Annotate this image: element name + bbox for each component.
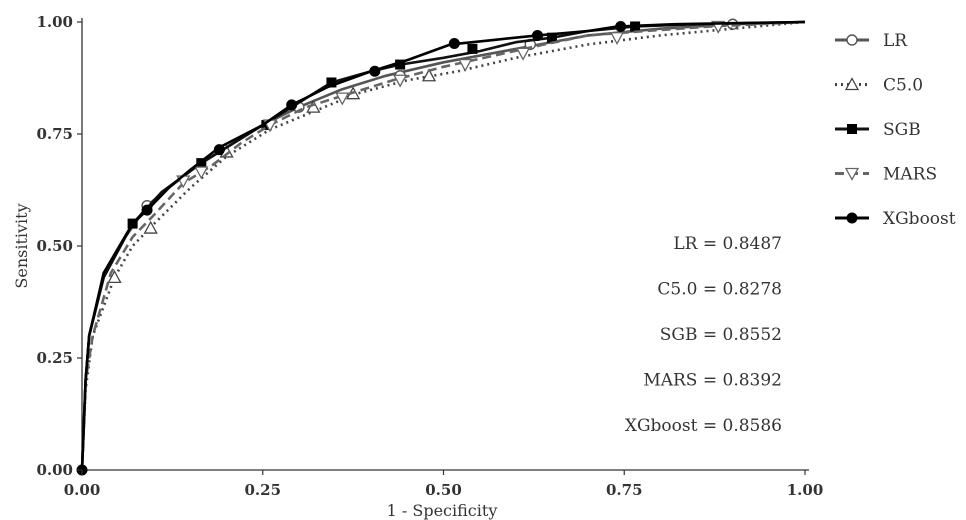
data-point <box>531 29 543 41</box>
data-point <box>467 43 478 54</box>
legend-swatch-marker <box>846 34 858 46</box>
data-point <box>609 32 625 46</box>
legend-item: C5.0 <box>835 76 923 96</box>
data-point <box>515 47 531 61</box>
auc-annotations: LR = 0.8487 C5.0 = 0.8278 SGB = 0.8552 MARS… <box>625 234 782 436</box>
auc-annotation: SGB = 0.8552 <box>660 325 782 345</box>
x-tick-label: 0.75 <box>606 481 643 499</box>
legend: LR C5.0 SGB MARS XGboost <box>835 31 956 229</box>
y-tick-label: 0.00 <box>36 461 73 479</box>
axes <box>81 18 809 471</box>
legend-swatch-marker <box>846 212 858 224</box>
data-point <box>194 166 209 180</box>
data-point <box>326 77 337 88</box>
auc-annotation: C5.0 = 0.8278 <box>657 280 782 300</box>
legend-swatch-marker <box>844 77 860 91</box>
data-point <box>213 144 225 156</box>
legend-label: SGB <box>883 120 921 140</box>
legend-item: LR <box>835 31 908 51</box>
series-layer <box>76 18 806 476</box>
x-axis-title: 1 - Specificity <box>387 501 498 520</box>
y-axis-title: Sensitivity <box>12 203 31 288</box>
auc-annotation: MARS = 0.8392 <box>643 371 782 391</box>
data-point <box>369 65 381 77</box>
legend-item: XGboost <box>835 209 956 229</box>
data-point <box>141 204 153 216</box>
legend-label: LR <box>883 31 908 51</box>
data-point <box>196 158 207 169</box>
legend-item: SGB <box>835 120 921 140</box>
data-point <box>458 58 473 72</box>
x-tick-label: 0.25 <box>244 481 281 499</box>
data-point <box>448 38 460 50</box>
legend-label: MARS <box>883 165 937 185</box>
ticks-layer: 0.00 0.25 0.50 0.75 1.00 0.00 0.25 0.50 0.75 1.00 <box>36 13 823 499</box>
data-point <box>107 270 122 284</box>
y-tick-label: 1.00 <box>36 13 73 31</box>
auc-annotation: XGboost = 0.8586 <box>625 416 782 436</box>
x-tick-label: 1.00 <box>787 481 824 499</box>
y-tick-label: 0.75 <box>36 125 73 143</box>
series-line <box>80 20 806 471</box>
data-point <box>546 32 557 43</box>
data-point <box>395 59 406 70</box>
auc-annotation: LR = 0.8487 <box>673 234 782 254</box>
series-xgboost <box>76 20 806 476</box>
x-tick-label: 0.50 <box>425 481 462 499</box>
x-tick-label: 0.00 <box>64 481 101 499</box>
legend-label: C5.0 <box>883 76 923 96</box>
series-mars <box>80 20 806 471</box>
data-point <box>393 74 408 88</box>
y-tick-label: 0.25 <box>36 349 73 367</box>
legend-swatch-marker <box>844 167 860 181</box>
series-line <box>80 20 806 471</box>
data-point <box>335 92 350 106</box>
data-point <box>421 68 437 82</box>
data-point <box>143 220 158 234</box>
legend-label: XGboost <box>883 209 956 229</box>
data-point <box>615 20 627 32</box>
y-tick-label: 0.50 <box>36 237 73 255</box>
legend-item: MARS <box>835 165 937 185</box>
legend-swatch-marker <box>847 124 857 134</box>
data-point <box>286 99 298 111</box>
